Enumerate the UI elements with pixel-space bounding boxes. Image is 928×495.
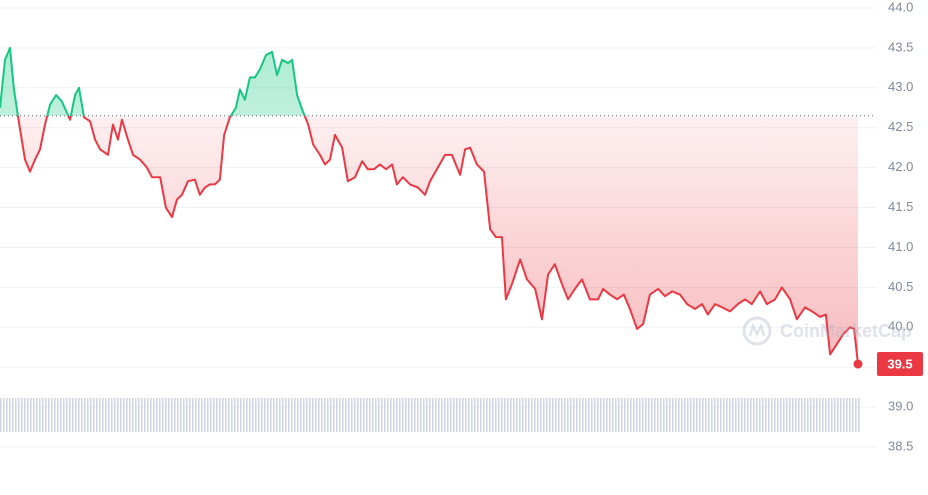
y-tick-label: 40.5: [888, 279, 913, 294]
y-tick-label: 40.0: [888, 319, 913, 334]
x-tick-label: 3:00 AM: [512, 472, 560, 487]
area-down: [0, 115, 858, 365]
price-line-down: [16, 115, 859, 365]
x-tick-label: 6:00 PM: [190, 472, 238, 487]
x-tick-label: 12:00 PM: [4, 472, 60, 487]
x-tick-label: 9:00 PM: [298, 472, 346, 487]
y-tick-label: 39.0: [888, 399, 913, 414]
watermark: CoinMarketCap: [742, 316, 912, 346]
x-tick-label: 12:02 P: [837, 472, 882, 487]
x-tick-label: 3:00 PM: [83, 472, 131, 487]
y-tick-label: 43.5: [888, 39, 913, 54]
y-tick-label: 41.5: [888, 199, 913, 214]
watermark-text: CoinMarketCap: [780, 321, 912, 341]
x-tick-label: 9:00 AM: [727, 472, 775, 487]
y-tick-label: 43.0: [888, 79, 913, 94]
y-tick-label: 42.5: [888, 119, 913, 134]
volume-bars: [0, 398, 860, 432]
y-tick-label: 38.5: [888, 438, 913, 453]
y-tick-label: 41.0: [888, 239, 913, 254]
x-tick-label: 26: [422, 472, 436, 487]
current-dot: [853, 359, 863, 369]
y-tick-label: 42.0: [888, 159, 913, 174]
price-tag: [877, 352, 923, 377]
x-axis: 12:00 PM 3:00 PM 6:00 PM 9:00 PM 26 3:00 AM 6:…: [4, 472, 881, 487]
x-tick-label: 6:00 AM: [620, 472, 668, 487]
price-tag-label: 39.5: [887, 356, 912, 371]
y-tick-label: 44.0: [888, 0, 913, 14]
